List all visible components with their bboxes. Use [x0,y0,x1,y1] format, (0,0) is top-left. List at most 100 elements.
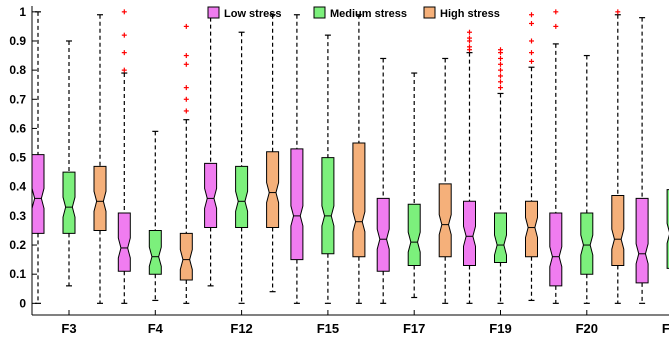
box-F12-2 [266,14,280,293]
box-body [525,200,538,258]
box-F15-0 [290,14,304,304]
box-body [290,148,304,261]
x-category-label: F19 [489,321,511,336]
box-body [148,229,162,275]
box-body [117,212,131,272]
outlier-point [529,12,534,18]
box-body [321,157,335,255]
outlier-point [553,23,559,29]
outlier-point [529,58,534,64]
y-tick-label: 0.6 [9,121,26,135]
x-category-label: F21 [662,321,669,336]
box-body [93,165,107,231]
box-F17-2 [438,57,452,304]
legend-label: High stress [440,8,500,20]
outlier-point [467,29,472,35]
box-F17-1 [407,72,421,299]
y-tick-label: 0.9 [9,34,26,48]
outlier-point [529,20,534,26]
box-F20-2 [611,9,625,304]
box-F3-0 [31,11,45,304]
outlier-point [498,79,503,85]
box-F4-1 [148,130,162,302]
box-F17-0 [376,57,390,304]
box-body [438,183,452,258]
axes: 0 0.1 0.2 0.3 0.4 0.5 0.6 0.7 0.8 0.9 1 F3 F4 F12 F15 F… [9,5,669,336]
outlier-point [467,35,472,41]
outlier-point [121,67,127,73]
box-body [352,142,366,258]
box-F15-1 [321,34,335,304]
y-tick-label: 0.8 [9,63,26,77]
legend-label: Low stress [224,8,281,20]
box-body [235,165,249,229]
outlier-point [183,61,189,67]
box-body [407,203,421,266]
x-category-label: F20 [576,321,598,336]
outlier-point [121,50,127,56]
legend-label: Medium stress [330,8,407,20]
x-category-label: F4 [148,321,164,336]
box-body [266,151,280,229]
box-F15-2 [352,14,366,304]
y-tick-label: 0.7 [9,92,26,106]
outlier-point [553,9,559,15]
y-tick-label: 0.3 [9,209,26,223]
box-body [31,154,45,234]
y-tick-label: 0.1 [9,267,26,281]
outlier-point [183,53,189,59]
x-category-label: F15 [317,321,339,336]
outlier-point [498,73,503,79]
outlier-point [498,61,503,67]
legend-swatch [207,6,220,19]
box-F19-2 [525,12,538,302]
x-category-label: F12 [230,321,252,336]
box-F20-0 [549,9,563,304]
outlier-point [498,85,503,91]
box-body [635,197,649,284]
box-body [376,197,390,272]
y-tick-label: 0 [19,296,26,310]
y-tick-label: 0.2 [9,238,26,252]
outlier-point [121,9,127,15]
outlier-point [183,23,189,29]
box-F4-2 [179,23,193,304]
box-F21-0 [635,17,649,304]
plot-area [31,9,669,304]
outlier-point [498,47,503,53]
box-body [204,162,218,229]
box-F4-0 [117,9,131,304]
outlier-point [183,108,189,114]
box-body [549,212,563,287]
y-tick-label: 0.5 [9,151,26,165]
outlier-point [615,9,621,15]
box-F3-2 [93,14,107,304]
legend: Low stress Medium stress High stress [207,6,500,20]
outlier-point [183,96,189,102]
legend-swatch [313,6,326,19]
legend-swatch [423,6,436,19]
box-F12-1 [235,31,249,304]
box-F19-0 [463,29,476,304]
outlier-point [498,55,503,61]
box-F12-0 [204,17,218,287]
box-body [611,194,625,266]
box-body [62,171,76,234]
x-category-label: F3 [61,321,76,336]
x-category-label: F17 [403,321,425,336]
outlier-point [529,50,534,56]
y-tick-label: 1 [19,5,26,19]
box-body [580,212,594,275]
box-F20-1 [580,54,594,304]
box-body [494,212,507,264]
box-body [179,232,193,281]
outlier-point [183,85,189,91]
y-tick-label: 0.4 [9,180,26,194]
box-body [463,200,476,266]
outlier-point [467,44,472,50]
outlier-point [498,67,503,73]
box-F3-1 [62,40,76,287]
outlier-point [529,38,534,44]
box-F19-1 [494,47,507,304]
